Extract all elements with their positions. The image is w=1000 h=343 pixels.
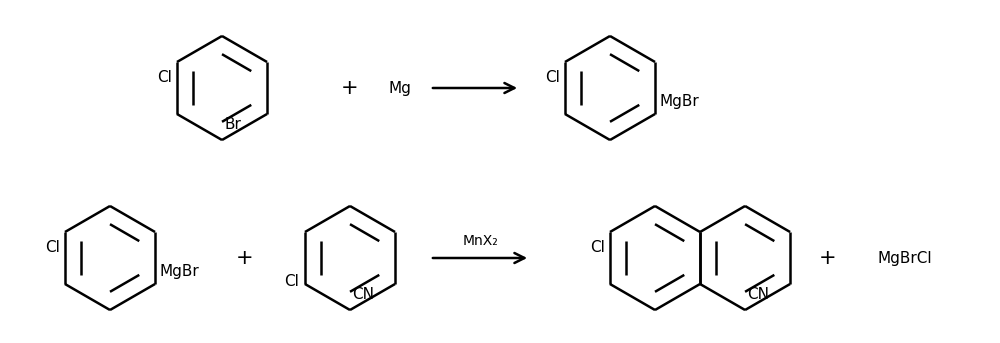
Text: Cl: Cl [590, 240, 605, 255]
Text: Mg: Mg [389, 81, 411, 95]
Text: CN: CN [747, 287, 769, 302]
Text: +: + [236, 248, 254, 268]
Text: +: + [341, 78, 359, 98]
Text: CN: CN [352, 287, 374, 302]
Text: MnX₂: MnX₂ [462, 234, 498, 248]
Text: MgBr: MgBr [659, 94, 699, 109]
Text: Cl: Cl [545, 70, 560, 85]
Text: Cl: Cl [284, 273, 299, 288]
Text: Cl: Cl [157, 70, 172, 85]
Text: Br: Br [224, 117, 241, 132]
Text: Cl: Cl [45, 240, 60, 255]
Text: MgBrCl: MgBrCl [877, 250, 932, 265]
Text: +: + [818, 248, 836, 268]
Text: MgBr: MgBr [159, 264, 199, 279]
